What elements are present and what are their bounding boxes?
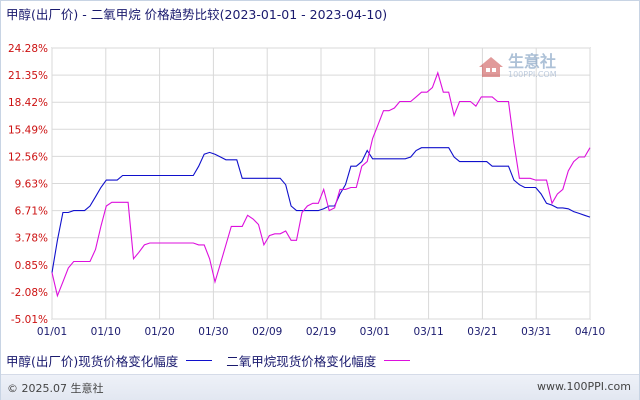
x-tick-label: 03/21 bbox=[467, 326, 497, 338]
y-tick-label: -5.01% bbox=[11, 314, 48, 326]
x-tick-label: 01/30 bbox=[198, 326, 228, 338]
x-tick-label: 02/19 bbox=[306, 326, 336, 338]
y-tick-label: 0.85% bbox=[15, 260, 48, 272]
x-tick-label: 01/20 bbox=[144, 326, 174, 338]
grid-layer bbox=[51, 47, 591, 320]
legend-swatch-series1 bbox=[186, 360, 213, 361]
watermark: 生意社 100PPI.COM bbox=[478, 54, 557, 79]
y-tick-label: 21.35% bbox=[8, 70, 48, 82]
house-logo-icon bbox=[479, 56, 503, 77]
watermark-name: 生意社 bbox=[508, 52, 557, 71]
series-line-1 bbox=[51, 147, 591, 273]
footer-link[interactable]: www.100PPI.com bbox=[537, 380, 631, 393]
chart-title: 甲醇(出厂价) - 二氧甲烷 价格趋势比较(2023-01-01 - 2023-… bbox=[6, 7, 388, 22]
footer-copyright: © 2025.07 生意社 bbox=[7, 382, 104, 395]
y-tick-label: 9.63% bbox=[15, 179, 48, 191]
x-tick-label: 01/01 bbox=[37, 326, 67, 338]
y-tick-label: 18.42% bbox=[8, 97, 48, 109]
footer: © 2025.07 生意社 www.100PPI.com bbox=[1, 374, 639, 400]
x-tick-label: 03/31 bbox=[521, 326, 551, 338]
x-tick-label: 02/09 bbox=[252, 326, 282, 338]
y-tick-label: 15.49% bbox=[8, 124, 48, 136]
series-layer bbox=[51, 71, 591, 298]
x-tick-label: 04/10 bbox=[575, 326, 605, 338]
x-tick-label: 03/11 bbox=[413, 326, 443, 338]
legend: 甲醇(出厂价)现货价格变化幅度 二氧甲烷现货价格变化幅度 bbox=[6, 351, 424, 370]
watermark-url: 100PPI.COM bbox=[508, 70, 557, 79]
x-tick-label: 03/01 bbox=[360, 326, 390, 338]
legend-swatch-series2 bbox=[384, 360, 411, 361]
series-line-2 bbox=[51, 71, 591, 298]
legend-label-series2: 二氧甲烷现货价格变化幅度 bbox=[226, 354, 377, 369]
y-tick-label: 24.28% bbox=[8, 43, 48, 55]
y-tick-label: 6.71% bbox=[15, 206, 48, 218]
x-tick-label: 01/10 bbox=[91, 326, 121, 338]
y-tick-label: -2.08% bbox=[11, 287, 48, 299]
legend-label-series1: 甲醇(出厂价)现货价格变化幅度 bbox=[6, 354, 179, 369]
label-layer: 24.28% 21.35% 18.42% 15.49% 12.56% 9.63% 6.71%… bbox=[8, 43, 605, 338]
y-tick-label: 3.78% bbox=[15, 233, 48, 245]
y-tick-label: 12.56% bbox=[8, 151, 48, 163]
